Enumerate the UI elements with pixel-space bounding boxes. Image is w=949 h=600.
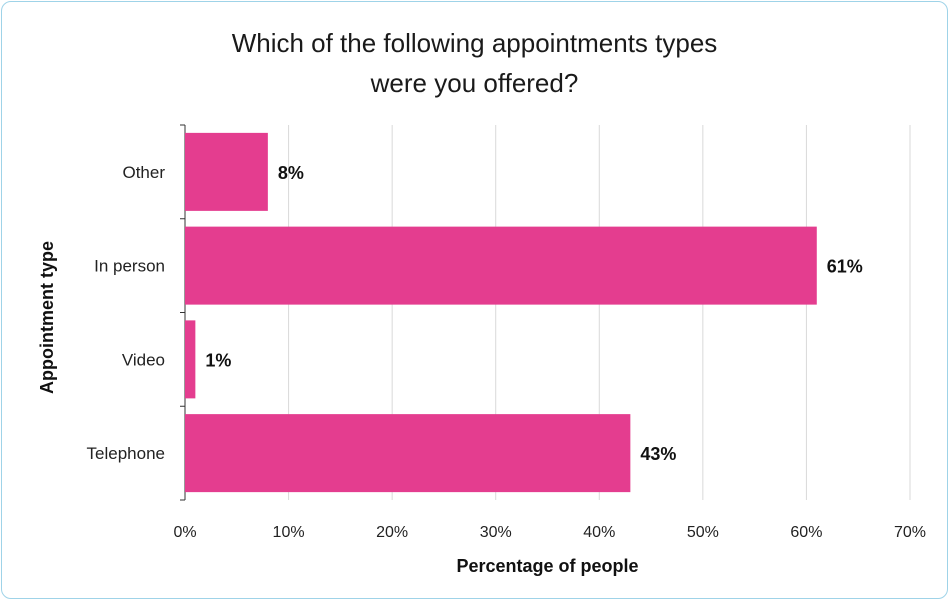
chart-title-line-2: were you offered? — [370, 68, 579, 98]
value-label: 43% — [640, 444, 676, 464]
x-tick-label: 10% — [273, 524, 305, 541]
category-label: In person — [94, 257, 165, 276]
x-tick-label: 20% — [376, 524, 408, 541]
x-tick-label: 60% — [790, 524, 822, 541]
bar-video — [185, 320, 196, 399]
y-axis-title: Appointment type — [37, 241, 57, 394]
value-label: 61% — [827, 257, 863, 277]
x-tick-label: 50% — [687, 524, 719, 541]
x-tick-label: 40% — [583, 524, 615, 541]
category-label: Other — [122, 163, 165, 182]
x-tick-label: 0% — [173, 524, 196, 541]
x-tick-label: 70% — [894, 524, 926, 541]
value-label: 1% — [205, 350, 231, 370]
value-label: 8% — [278, 163, 304, 183]
x-axis-title: Percentage of people — [456, 556, 638, 576]
x-tick-label: 30% — [480, 524, 512, 541]
bar-telephone — [185, 414, 631, 493]
category-label: Video — [122, 350, 165, 369]
category-label: Telephone — [87, 444, 165, 463]
bar-in-person — [185, 226, 817, 305]
bar-other — [185, 132, 268, 211]
chart-title-line-1: Which of the following appointments type… — [231, 28, 718, 58]
